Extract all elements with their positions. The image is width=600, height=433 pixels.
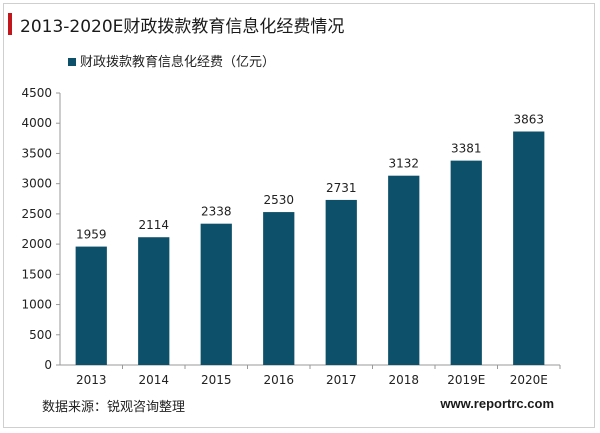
y-tick-label: 2500 (21, 207, 52, 221)
bar (388, 175, 420, 365)
legend-swatch (68, 58, 76, 66)
title-accent-bar (8, 13, 12, 35)
bar (263, 212, 295, 365)
data-label: 1959 (76, 228, 107, 242)
y-tick-label: 3000 (21, 177, 52, 191)
page-title: 2013-2020E财政拨款教育信息化经费情况 (20, 16, 345, 37)
x-tick-label: 2019E (447, 373, 485, 387)
data-label: 2114 (138, 218, 169, 232)
bar (200, 223, 232, 365)
data-label: 3863 (513, 113, 544, 127)
bar (325, 199, 357, 365)
x-tick-label: 2014 (138, 373, 169, 387)
y-tick-label: 3500 (21, 146, 52, 160)
data-label: 3381 (451, 142, 482, 156)
y-tick-label: 500 (29, 328, 52, 342)
y-tick-label: 2000 (21, 237, 52, 251)
y-tick-label: 1500 (21, 267, 52, 281)
data-label: 2530 (263, 193, 294, 207)
x-tick-label: 2016 (263, 373, 294, 387)
data-label: 2731 (326, 181, 357, 195)
x-tick-label: 2015 (201, 373, 232, 387)
data-label: 3132 (388, 157, 419, 171)
x-tick-label: 2020E (510, 373, 548, 387)
x-tick-label: 2013 (76, 373, 107, 387)
x-tick-label: 2018 (388, 373, 419, 387)
bar (138, 237, 170, 365)
data-label: 2338 (201, 205, 232, 219)
data-source: 数据来源：锐观咨询整理 (42, 400, 186, 415)
y-tick-label: 4000 (21, 116, 52, 130)
x-tick-label: 2017 (326, 373, 357, 387)
y-tick-label: 1000 (21, 298, 52, 312)
y-tick-label: 0 (44, 358, 52, 372)
bar (75, 246, 107, 365)
bar (513, 131, 545, 365)
website-watermark: www.reportrc.com (440, 396, 554, 411)
legend-label: 财政拨款教育信息化经费（亿元） (80, 54, 275, 70)
y-tick-label: 4500 (21, 86, 52, 100)
title-bar: 2013-2020E财政拨款教育信息化经费情况 (8, 13, 345, 37)
bar (450, 160, 482, 365)
